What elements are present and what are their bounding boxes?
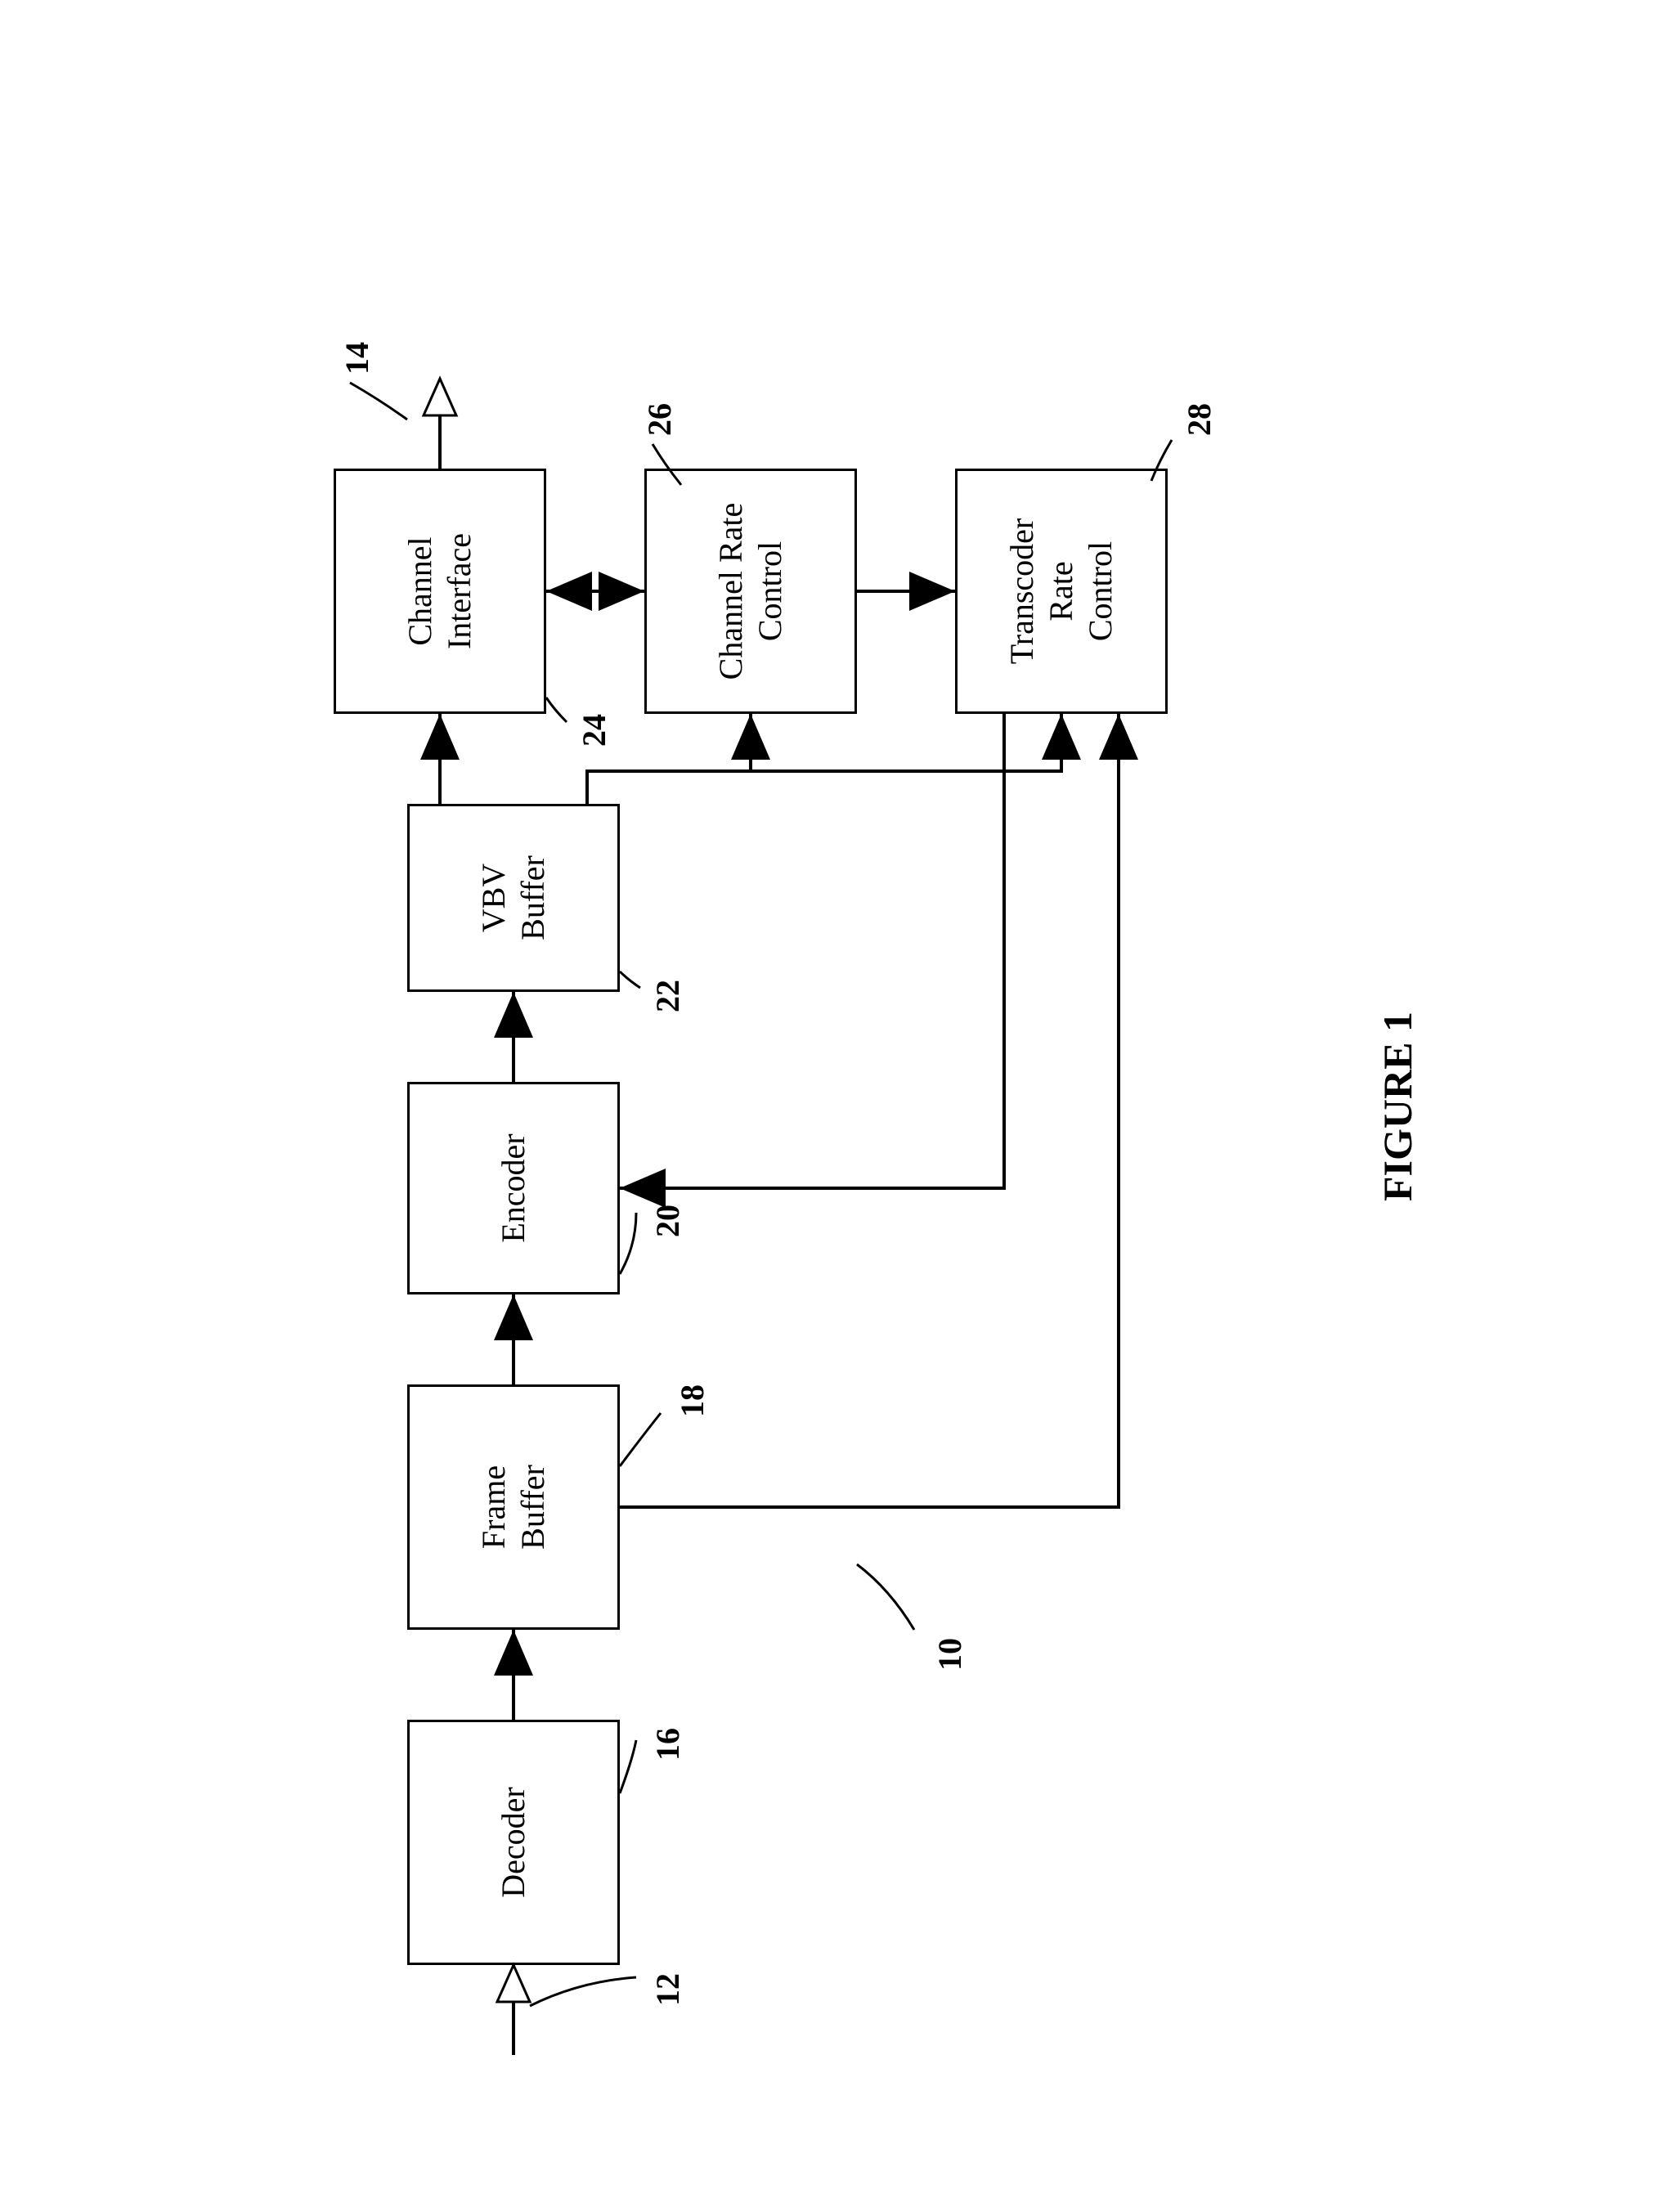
leader-24 bbox=[546, 698, 567, 722]
output-arrow bbox=[424, 379, 456, 469]
leader-22 bbox=[620, 971, 640, 988]
diagram-container: Decoder Frame Buffer Encoder VBV Buffer … bbox=[178, 125, 1487, 2088]
ref-16: 16 bbox=[648, 1728, 687, 1761]
input-arrow bbox=[497, 1965, 530, 2055]
leader-20 bbox=[620, 1213, 636, 1274]
ref-28: 28 bbox=[1180, 403, 1218, 436]
ref-10: 10 bbox=[931, 1638, 969, 1671]
transcoderrate-label: Transcoder Rate Control bbox=[1002, 518, 1120, 664]
leader-10 bbox=[857, 1564, 914, 1630]
vbvbuffer-label: VBV Buffer bbox=[474, 855, 553, 940]
figure-label: FIGURE 1 bbox=[1374, 1012, 1421, 1201]
ref-14: 14 bbox=[338, 342, 376, 375]
vbvbuffer-block: VBV Buffer bbox=[407, 804, 620, 992]
edge-transcoderrate-encoder bbox=[620, 714, 1004, 1188]
encoder-block: Encoder bbox=[407, 1082, 620, 1294]
transcoderrate-block: Transcoder Rate Control bbox=[955, 469, 1168, 714]
channelrate-block: Channel Rate Control bbox=[644, 469, 857, 714]
connectors-svg bbox=[178, 125, 1487, 2088]
channelinterface-label: Channel Interface bbox=[401, 532, 479, 648]
framebuffer-block: Frame Buffer bbox=[407, 1384, 620, 1630]
ref-12: 12 bbox=[648, 1973, 687, 2006]
ref-20: 20 bbox=[648, 1205, 687, 1237]
framebuffer-label: Frame Buffer bbox=[474, 1465, 553, 1550]
ref-26: 26 bbox=[640, 403, 679, 436]
leader-16 bbox=[620, 1740, 636, 1793]
ref-22: 22 bbox=[648, 980, 687, 1012]
decoder-label: Decoder bbox=[494, 1787, 533, 1897]
encoder-label: Encoder bbox=[494, 1133, 533, 1242]
edge-vbvbuffer-transcoderrate bbox=[751, 714, 1061, 771]
leader-14 bbox=[350, 383, 407, 420]
decoder-block: Decoder bbox=[407, 1720, 620, 1965]
ref-24: 24 bbox=[575, 714, 613, 747]
channelinterface-block: Channel Interface bbox=[334, 469, 546, 714]
ref-18: 18 bbox=[673, 1384, 711, 1417]
channelrate-label: Channel Rate Control bbox=[711, 502, 790, 680]
leader-12 bbox=[530, 1977, 636, 2006]
leader-18 bbox=[620, 1413, 661, 1466]
